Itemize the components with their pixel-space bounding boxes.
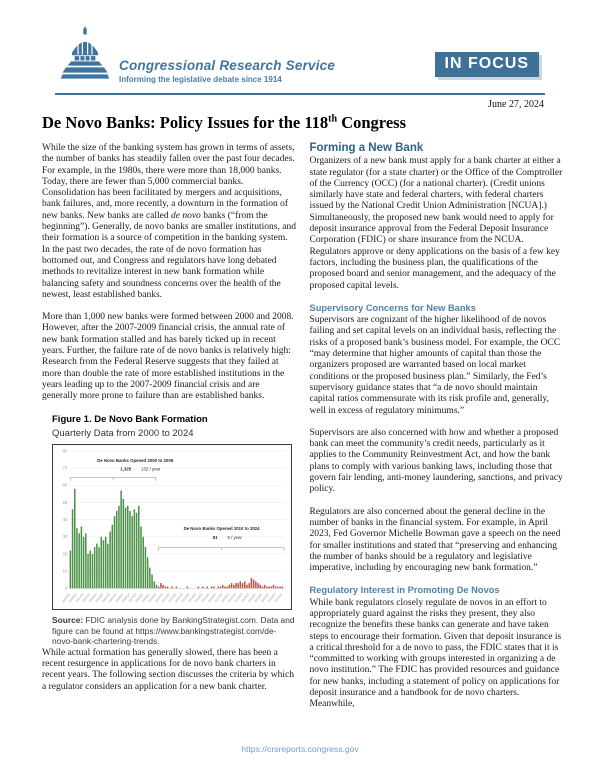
right-column: Forming a New Bank Organizers of a new b… <box>309 142 565 741</box>
svg-text:2015Q1: 2015Q1 <box>194 592 204 603</box>
logo-text: Congressional Research Service Informing… <box>119 58 335 88</box>
header: Congressional Research Service Informing… <box>55 26 545 96</box>
svg-text:30: 30 <box>63 534 68 539</box>
svg-text:2007Q3: 2007Q3 <box>128 592 138 603</box>
svg-text:60: 60 <box>63 483 68 488</box>
header-rule <box>55 93 545 95</box>
svg-text:2014Q2: 2014Q2 <box>187 592 197 603</box>
crs-logo: Congressional Research Service Informing… <box>59 26 335 88</box>
heading-supervisory-concerns: Supervisory Concerns for New Banks <box>309 302 476 313</box>
in-focus-badge: IN FOCUS <box>434 52 539 77</box>
left-column: While the size of the banking system has… <box>42 143 297 741</box>
svg-text:132 / year: 132 / year <box>141 467 161 472</box>
heading-forming-a-new-bank: Forming a New Bank <box>309 142 424 154</box>
figure-source-note: Source: FDIC analysis done by BankingStr… <box>52 615 297 647</box>
resurgence-paragraph: While actual formation has generally slo… <box>42 647 295 692</box>
svg-text:0: 0 <box>65 586 68 591</box>
svg-text:2021Q4: 2021Q4 <box>253 592 263 603</box>
svg-text:2016Q3: 2016Q3 <box>207 592 217 603</box>
svg-text:10: 10 <box>63 569 68 574</box>
svg-text:2017Q2: 2017Q2 <box>214 592 224 603</box>
svg-text:De Novo Banks Opened 2010 to 2: De Novo Banks Opened 2010 to 2024 <box>184 526 261 531</box>
figure-1: Figure 1. De Novo Bank Formation Quarter… <box>52 414 297 647</box>
supervisory-paragraph-3: Regulators are also concerned about the … <box>309 506 561 574</box>
intro-paragraph: While the size of the banking system has… <box>42 143 297 301</box>
svg-text:2024Q1: 2024Q1 <box>273 592 283 603</box>
figure-label: Figure 1. De Novo Bank Formation <box>52 413 208 425</box>
org-name: Congressional Research Service <box>119 58 336 73</box>
svg-text:2009Q4: 2009Q4 <box>147 592 157 603</box>
svg-text:2001Q3: 2001Q3 <box>75 592 85 603</box>
figure-subtitle: Quarterly Data from 2000 to 2024 <box>52 427 194 439</box>
svg-text:2022Q3: 2022Q3 <box>260 592 270 603</box>
svg-text:81: 81 <box>213 535 218 540</box>
svg-text:2003Q1: 2003Q1 <box>88 592 98 603</box>
forming-paragraph: Organizers of a new bank must apply for … <box>309 156 563 291</box>
title-superscript: th <box>328 113 338 125</box>
footer: https://crsreports.congress.gov <box>0 739 600 757</box>
svg-text:50: 50 <box>63 500 68 505</box>
heading-regulatory-interest: Regulatory Interest in Promoting De Novo… <box>309 585 500 596</box>
svg-text:2018Q4: 2018Q4 <box>227 592 237 603</box>
intro-text-a: While the size of the banking system has… <box>42 143 295 221</box>
svg-text:80: 80 <box>63 448 68 453</box>
source-text: FDIC analysis done by BankingStrategist.… <box>52 615 295 647</box>
de-novo-italic: de novo <box>171 210 201 221</box>
svg-text:2006Q4: 2006Q4 <box>121 592 131 603</box>
svg-text:2000Q1: 2000Q1 <box>61 592 71 603</box>
svg-text:2003Q4: 2003Q4 <box>94 592 104 603</box>
svg-text:2002Q2: 2002Q2 <box>81 592 91 603</box>
svg-text:2018Q1: 2018Q1 <box>220 592 230 603</box>
document-date: June 27, 2024 <box>488 99 544 110</box>
svg-text:5 / year: 5 / year <box>228 535 243 540</box>
svg-text:2012Q1: 2012Q1 <box>167 592 177 603</box>
svg-text:1,325: 1,325 <box>120 467 131 472</box>
chart-svg: 0 10 20 30 40 50 60 70 80 2000Q12000Q42001Q32002Q… <box>61 448 286 603</box>
svg-text:2023Q2: 2023Q2 <box>267 592 277 603</box>
capitol-dome-icon <box>60 26 110 79</box>
supervisory-paragraph-1: Supervisors are cognizant of the higher … <box>309 315 561 416</box>
supervisory-paragraph-2: Supervisors are also concerned with how … <box>309 427 563 495</box>
intro-text-b: banks (“from the beginning”). Generally,… <box>42 210 296 300</box>
svg-text:2008Q2: 2008Q2 <box>134 592 144 603</box>
svg-text:2006Q1: 2006Q1 <box>114 592 124 603</box>
svg-text:2005Q2: 2005Q2 <box>108 592 118 603</box>
svg-text:2015Q4: 2015Q4 <box>200 592 210 603</box>
svg-text:2004Q3: 2004Q3 <box>101 592 111 603</box>
svg-text:2019Q3: 2019Q3 <box>234 592 244 603</box>
svg-text:2021Q1: 2021Q1 <box>247 592 257 603</box>
denovo-bank-formation-chart: 0 10 20 30 40 50 60 70 80 2000Q1 2000Q4 2001Q3 2002Q… <box>52 444 292 611</box>
svg-text:2013Q3: 2013Q3 <box>181 592 191 603</box>
page-title: De Novo Banks: Policy Issues for the 118… <box>42 113 560 133</box>
svg-text:40: 40 <box>63 517 68 522</box>
crs-reports-link[interactable]: https://crsreports.congress.gov <box>241 744 359 754</box>
org-tagline: Informing the legislative debate since 1… <box>119 75 282 84</box>
svg-text:2010Q3: 2010Q3 <box>154 592 164 603</box>
body-columns: While the size of the banking system has… <box>42 142 565 741</box>
svg-text:2011Q2: 2011Q2 <box>161 592 171 603</box>
title-text: De Novo Banks: Policy Issues for the 118 <box>42 113 329 132</box>
svg-text:2009Q1: 2009Q1 <box>141 592 151 603</box>
svg-text:20: 20 <box>63 551 68 556</box>
source-prefix: Source: <box>52 615 84 626</box>
regulatory-paragraph: While bank regulators closely regulate d… <box>309 597 562 710</box>
svg-text:2000Q4: 2000Q4 <box>68 592 78 603</box>
svg-text:2020Q2: 2020Q2 <box>240 592 250 603</box>
formation-history-paragraph: More than 1,000 new banks were formed be… <box>42 312 294 402</box>
svg-text:2012Q4: 2012Q4 <box>174 592 184 603</box>
title-text-end: Congress <box>337 113 406 132</box>
svg-text:De Novo Banks Opened 2000 to 2: De Novo Banks Opened 2000 to 2009 <box>97 458 174 463</box>
svg-text:70: 70 <box>63 466 68 471</box>
